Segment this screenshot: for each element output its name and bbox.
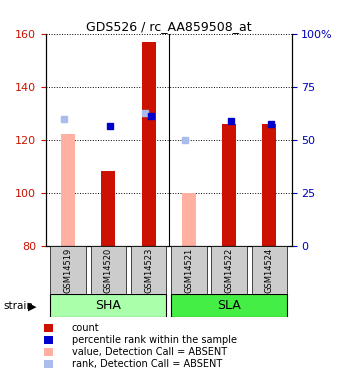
Bar (171, 294, 287, 317)
Bar (142, 42, 156, 246)
Text: GSM14521: GSM14521 (184, 248, 193, 292)
Bar (211, 246, 247, 294)
Text: rank, Detection Call = ABSENT: rank, Detection Call = ABSENT (72, 359, 222, 369)
Text: count: count (72, 323, 99, 333)
Text: strain: strain (3, 302, 33, 311)
Bar (91, 246, 126, 294)
Bar (61, 134, 75, 246)
Text: SHA: SHA (95, 299, 121, 312)
Bar (222, 124, 236, 246)
Bar (50, 294, 166, 317)
Bar (182, 193, 196, 246)
Bar (252, 246, 287, 294)
Text: ▶: ▶ (28, 302, 36, 311)
Text: GSM14522: GSM14522 (225, 248, 234, 292)
Text: GSM14523: GSM14523 (144, 248, 153, 292)
Text: value, Detection Call = ABSENT: value, Detection Call = ABSENT (72, 347, 227, 357)
Bar (50, 246, 86, 294)
Bar (101, 171, 116, 246)
Title: GDS526 / rc_AA859508_at: GDS526 / rc_AA859508_at (86, 20, 252, 33)
Bar (131, 246, 166, 294)
Text: GSM14520: GSM14520 (104, 248, 113, 292)
Text: GSM14524: GSM14524 (265, 248, 274, 292)
Text: SLA: SLA (217, 299, 241, 312)
Text: percentile rank within the sample: percentile rank within the sample (72, 335, 237, 345)
Bar (262, 124, 277, 246)
Bar (171, 246, 207, 294)
Text: GSM14519: GSM14519 (64, 248, 73, 292)
